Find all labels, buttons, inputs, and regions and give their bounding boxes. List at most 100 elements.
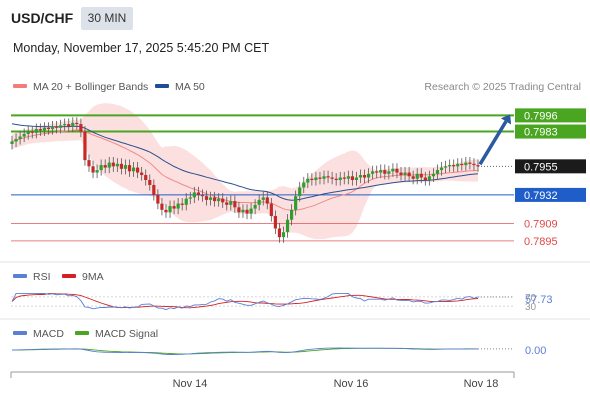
candle-body — [415, 173, 419, 179]
rsi-level-label: 30 — [525, 302, 537, 313]
candle-body — [115, 163, 119, 167]
candle-body — [119, 163, 124, 169]
candle-body — [452, 165, 456, 167]
last-price-label: 0.7955 — [524, 161, 558, 173]
candle-body — [192, 192, 196, 198]
candle-body — [176, 203, 180, 209]
candle-body — [42, 127, 47, 131]
macd-signal-legend-swatch — [75, 331, 89, 335]
bollinger-band-fill — [12, 103, 478, 240]
x-tick-label: Nov 14 — [173, 378, 208, 390]
candle-body — [67, 124, 71, 127]
candle-body — [148, 180, 152, 185]
candle-body — [375, 171, 379, 173]
candle-body — [261, 197, 265, 200]
candle-body — [399, 172, 403, 176]
candle-body — [285, 219, 290, 233]
candle-body — [277, 228, 282, 238]
candle-body — [281, 232, 286, 238]
candle-body — [427, 176, 431, 180]
candle-body — [10, 141, 14, 144]
candle-body — [439, 167, 444, 171]
candle-body — [196, 192, 200, 195]
candle-body — [245, 209, 249, 214]
candle-body — [50, 126, 55, 130]
candle-body — [14, 139, 18, 142]
candle-body — [172, 206, 176, 209]
ma20-legend-swatch — [13, 84, 27, 88]
candle-body — [241, 209, 245, 213]
candle-body — [302, 182, 306, 188]
rsi-level-label: 70 — [525, 293, 537, 304]
ma50-legend-label: MA 50 — [175, 81, 205, 93]
candle-body — [79, 124, 83, 132]
candle-body — [34, 129, 38, 133]
candle-body — [237, 207, 241, 213]
forecast-arrow-head — [500, 114, 512, 125]
candle-body — [131, 167, 136, 172]
candle-body — [217, 198, 221, 202]
candle-body — [342, 177, 346, 179]
candle-body — [75, 122, 79, 125]
candle-body — [472, 163, 476, 166]
candle-body — [269, 203, 273, 217]
rsi-ma-line — [11, 293, 479, 309]
candle-body — [318, 177, 322, 179]
rsi-line — [11, 292, 479, 311]
price-levels — [11, 114, 514, 242]
candle-body — [107, 162, 111, 168]
candle-body — [366, 173, 371, 178]
candle-body — [127, 165, 132, 172]
price-level-label: 0.7983 — [524, 127, 558, 139]
candle-body — [164, 209, 168, 213]
candle-body — [233, 201, 237, 208]
candle-body — [290, 209, 294, 220]
candlesticks — [10, 117, 480, 243]
timeframe-badge[interactable]: 30 MIN — [81, 7, 133, 30]
candle-body — [168, 206, 172, 213]
symbol-label: USD/CHF — [11, 10, 74, 26]
candle-body — [200, 194, 205, 197]
bollinger-band — [12, 103, 478, 240]
candle-body — [18, 136, 22, 139]
price-level-tag — [515, 187, 586, 202]
candle-body — [30, 131, 34, 133]
candle-body — [423, 177, 427, 180]
candle-body — [443, 166, 448, 168]
forecast-arrow — [478, 114, 512, 166]
candle-body — [350, 176, 354, 180]
candle-body — [460, 163, 464, 166]
candle-body — [253, 204, 257, 209]
candle-body — [395, 168, 399, 173]
candle-body — [156, 194, 160, 204]
candle-body — [273, 216, 277, 229]
macd-legend: MACD MACD Signal — [13, 328, 158, 340]
candle-body — [387, 171, 391, 174]
candle-body — [383, 170, 387, 174]
candle-body — [91, 166, 95, 173]
price-level-label: 0.7909 — [524, 218, 558, 230]
candle-body — [111, 162, 115, 167]
candle-body — [180, 203, 184, 205]
candle-body — [371, 171, 375, 174]
candle-body — [334, 178, 338, 180]
candle-body — [456, 163, 460, 167]
macd-legend-swatch — [13, 331, 27, 335]
ma20-legend-label: MA 20 + Bollinger Bands — [33, 81, 148, 93]
chart-header: USD/CHF 30 MIN — [0, 0, 590, 36]
candle-body — [448, 165, 452, 167]
candle-body — [38, 129, 42, 131]
candle-body — [419, 173, 423, 178]
candle-body — [435, 170, 440, 174]
macd-last-value: 0.00 — [525, 345, 546, 357]
candle-body — [294, 196, 298, 210]
ma20-line — [11, 129, 479, 211]
candle-body — [346, 176, 350, 179]
candle-body — [476, 165, 480, 167]
candle-body — [298, 187, 302, 197]
macd-panel: 0.00 — [11, 345, 546, 357]
candle-body — [136, 167, 140, 173]
rsi-legend: RSI 9MA — [13, 271, 104, 283]
